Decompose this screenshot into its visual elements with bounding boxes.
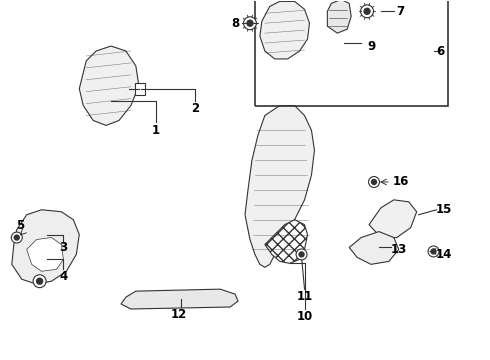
Text: 5: 5 [16,219,24,232]
Text: 15: 15 [435,203,452,216]
Text: 7: 7 [397,5,405,18]
PathPatch shape [265,220,308,264]
Text: 16: 16 [392,175,409,189]
PathPatch shape [245,105,315,267]
Text: 10: 10 [296,310,313,323]
Circle shape [371,180,376,184]
PathPatch shape [327,0,351,33]
PathPatch shape [369,200,416,238]
Circle shape [33,275,46,288]
Text: 4: 4 [59,270,68,283]
PathPatch shape [79,46,139,125]
Bar [255,0,448,105]
Circle shape [361,5,373,18]
PathPatch shape [349,231,399,264]
Text: 6: 6 [437,45,444,58]
Circle shape [37,278,43,284]
Circle shape [244,17,256,30]
Text: 12: 12 [171,309,187,321]
Text: 14: 14 [435,248,452,261]
Circle shape [431,249,436,254]
Circle shape [428,246,439,257]
PathPatch shape [260,1,310,59]
PathPatch shape [12,210,79,284]
Text: 8: 8 [231,17,239,30]
Circle shape [11,232,22,243]
Circle shape [14,235,19,240]
Circle shape [299,252,304,257]
Bar [135,83,145,95]
Circle shape [247,20,253,26]
Text: 13: 13 [391,243,407,256]
Text: 2: 2 [191,102,199,115]
Circle shape [368,176,379,188]
PathPatch shape [26,238,63,271]
Circle shape [296,249,307,260]
Text: 3: 3 [59,241,68,254]
Text: 1: 1 [151,124,160,137]
Circle shape [364,8,370,14]
Text: 11: 11 [296,289,313,303]
Text: 9: 9 [367,40,375,53]
PathPatch shape [121,289,238,309]
